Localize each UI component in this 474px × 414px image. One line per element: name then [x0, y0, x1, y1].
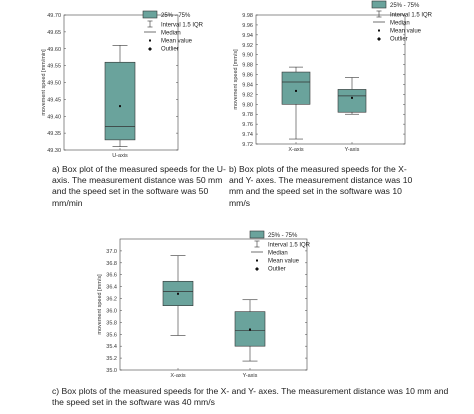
legend-mean-swatch — [378, 29, 380, 32]
legend-median-label: Median — [390, 21, 410, 27]
legend: 25% - 75% Interval 1.5 IQR Median Mean valu… — [249, 230, 311, 273]
legend-outlier-label: Outlier — [161, 47, 179, 53]
y-tick-label: 35.0 — [106, 368, 117, 374]
legend-outlier-swatch — [255, 267, 259, 271]
legend-mean-swatch — [256, 259, 258, 262]
box-iqr — [337, 89, 367, 113]
y-tick-label: 49.50 — [47, 81, 61, 87]
legend-outlier-label: Outlier — [390, 37, 408, 43]
legend-box-swatch — [142, 10, 158, 19]
box-mean — [177, 292, 179, 295]
legend-box-swatch — [371, 0, 387, 9]
y-tick-label: 9.94 — [242, 33, 253, 39]
y-tick-label: 35.2 — [106, 356, 117, 362]
y-axis-label: movement speed [mm/s] — [97, 274, 103, 335]
box-mean — [351, 96, 353, 99]
legend: 25% - 75% Interval 1.5 IQR Median Mean valu… — [371, 0, 433, 43]
y-tick-label: 36.2 — [106, 297, 117, 303]
legend-mean-swatch — [149, 39, 151, 42]
legend-outlier-swatch — [148, 47, 152, 51]
y-tick-label: 9.98 — [242, 13, 253, 19]
x-tick-label: U-axis — [112, 153, 128, 159]
box-mean — [295, 89, 297, 92]
y-tick-label: 49.30 — [47, 148, 61, 154]
legend-mean-label: Mean value — [161, 39, 193, 45]
y-tick-label: 9.76 — [242, 122, 253, 128]
y-tick-label: 37.0 — [106, 249, 117, 255]
x-tick-label: X-axis — [288, 147, 304, 153]
legend-outlier-swatch — [377, 37, 381, 41]
legend-whisker-label: Interval 1.5 IQR — [161, 23, 204, 29]
y-tick-label: 9.86 — [242, 73, 253, 79]
box-iqr — [281, 71, 311, 105]
legend-box-label: 25% - 75% — [268, 233, 298, 239]
y-tick-label: 36.8 — [106, 261, 117, 267]
x-tick-label: Y-axis — [345, 147, 360, 153]
legend-box-label: 25% - 75% — [390, 3, 420, 9]
legend-median-label: Median — [268, 251, 288, 257]
y-tick-label: 49.35 — [47, 131, 61, 137]
y-tick-label: 49.45 — [47, 97, 61, 103]
legend: 25% - 75% Interval 1.5 IQR Median Mean valu… — [142, 10, 204, 53]
y-tick-label: 49.55 — [47, 64, 61, 70]
box-mean — [119, 105, 121, 108]
legend-whisker-label: Interval 1.5 IQR — [390, 13, 433, 19]
y-tick-label: 9.82 — [242, 92, 253, 98]
y-tick-label: 36.6 — [106, 273, 117, 279]
y-tick-label: 9.92 — [242, 43, 253, 49]
y-tick-label: 49.60 — [47, 47, 61, 53]
legend-median-label: Median — [161, 31, 181, 37]
y-tick-label: 9.84 — [242, 82, 253, 88]
y-axis-label: movement speed [mm/s] — [233, 49, 239, 110]
legend-whisker-label: Interval 1.5 IQR — [268, 243, 311, 249]
caption-c: c) Box plots of the measured speeds for … — [52, 386, 449, 408]
y-axis-label: movement speed [mm/min] — [41, 49, 47, 116]
x-tick-label: Y-axis — [243, 373, 258, 379]
legend-mean-label: Mean value — [390, 29, 422, 35]
y-tick-label: 9.72 — [242, 142, 253, 148]
legend-box-swatch — [249, 230, 265, 239]
box-mean — [249, 328, 251, 331]
panel-c: 35.0 35.2 35.4 35.6 35.8 36.0 36.2 36.4 36.6 36.8… — [97, 230, 311, 379]
y-tick-label: 49.65 — [47, 30, 61, 36]
y-tick-label: 9.88 — [242, 63, 253, 69]
y-tick-label: 36.4 — [106, 285, 117, 291]
legend-outlier-label: Outlier — [268, 267, 286, 273]
y-tick-label: 35.8 — [106, 320, 117, 326]
y-tick-label: 36.0 — [106, 308, 117, 314]
y-tick-label: 49.40 — [47, 114, 61, 120]
y-tick-label: 35.4 — [106, 344, 117, 350]
y-tick-label: 9.96 — [242, 23, 253, 29]
y-tick-label: 35.6 — [106, 332, 117, 338]
y-tick-label: 9.90 — [242, 53, 253, 59]
x-tick-label: X-axis — [170, 373, 186, 379]
caption-a: a) Box plot of the measured speeds for t… — [52, 164, 226, 208]
box-iqr — [104, 61, 136, 141]
y-tick-label: 49.70 — [47, 13, 61, 19]
y-tick-label: 9.74 — [242, 132, 253, 138]
panel-b: 9.72 9.74 9.76 9.78 9.80 9.82 9.84 9.86 9.88 9.90… — [233, 0, 433, 153]
y-tick-label: 9.80 — [242, 102, 253, 108]
legend-mean-label: Mean value — [268, 259, 300, 265]
plot-frame — [255, 14, 406, 145]
legend-box-label: 25% - 75% — [161, 13, 191, 19]
panel-a: 49.30 49.35 49.40 49.45 49.50 49.55 49.60 49.65… — [41, 10, 204, 159]
y-tick-label: 9.78 — [242, 112, 253, 118]
plot-frame — [119, 238, 308, 371]
caption-b: b) Box plots of the measured speeds for … — [229, 164, 413, 208]
